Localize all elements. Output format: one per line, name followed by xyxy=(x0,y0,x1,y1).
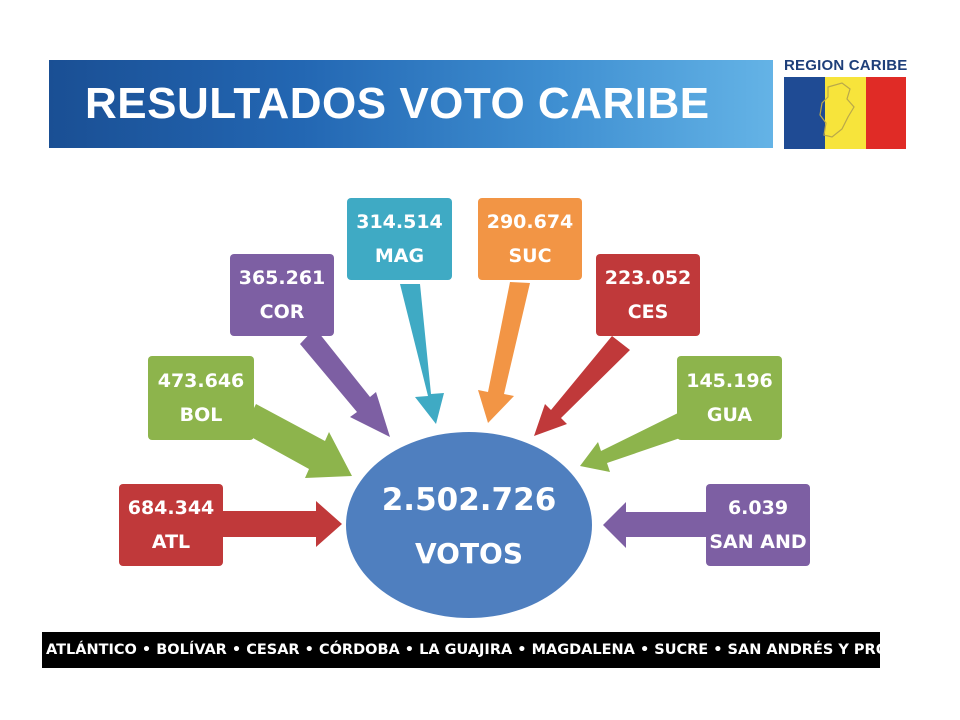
title-banner: RESULTADOS VOTO CARIBE xyxy=(49,60,773,148)
node-mag-label: MAG xyxy=(374,245,425,267)
total-votes-value: 2.502.726 xyxy=(381,482,557,518)
total-votes: 2.502.726 VOTOS xyxy=(346,432,592,618)
arrow-gua xyxy=(580,412,686,472)
node-suc-label: SUC xyxy=(508,245,552,267)
region-caribe-logo: REGION CARIBE xyxy=(778,55,912,151)
logo-text: REGION CARIBE xyxy=(784,57,908,74)
node-cor-value: 365.261 xyxy=(238,267,326,289)
map-outline xyxy=(819,82,855,138)
node-san-value: 6.039 xyxy=(727,497,789,519)
node-cor: 365.261 COR xyxy=(230,254,334,336)
node-suc-value: 290.674 xyxy=(486,211,574,233)
node-mag: 314.514 MAG xyxy=(347,198,452,280)
node-cor-label: COR xyxy=(259,301,305,323)
flag-map-icon xyxy=(784,77,906,149)
node-san-label: SAN AND xyxy=(709,531,807,553)
flag-stripe-red xyxy=(866,77,906,149)
node-atl-label: ATL xyxy=(151,531,191,553)
node-mag-value: 314.514 xyxy=(356,211,443,233)
departments-list: ATLÁNTICO • BOLÍVAR • CESAR • CÓRDOBA • … xyxy=(46,642,960,658)
page-title: RESULTADOS VOTO CARIBE xyxy=(85,79,710,128)
center-ellipse xyxy=(346,432,592,618)
node-gua-label: GUA xyxy=(706,404,753,426)
node-ces: 223.052 CES xyxy=(596,254,700,336)
departments-footer: ATLÁNTICO • BOLÍVAR • CESAR • CÓRDOBA • … xyxy=(42,632,960,668)
arrow-suc xyxy=(478,282,530,423)
node-bol: 473.646 BOL xyxy=(148,356,254,440)
node-atl: 684.344 ATL xyxy=(119,484,223,566)
arrow-ces xyxy=(534,336,630,436)
flag-stripe-blue xyxy=(784,77,825,149)
arrow-san xyxy=(603,502,708,548)
node-ces-label: CES xyxy=(627,301,669,323)
node-ces-value: 223.052 xyxy=(604,267,692,289)
node-bol-label: BOL xyxy=(179,404,223,426)
arrow-mag xyxy=(400,284,444,424)
arrow-atl xyxy=(222,501,342,547)
arrow-cor xyxy=(300,328,390,437)
node-suc: 290.674 SUC xyxy=(478,198,582,280)
node-gua: 145.196 GUA xyxy=(677,356,782,440)
arrow-bol xyxy=(242,404,352,478)
node-san: 6.039 SAN AND xyxy=(706,484,810,566)
total-votes-unit: VOTOS xyxy=(414,537,524,570)
node-atl-value: 684.344 xyxy=(127,497,215,519)
node-bol-value: 473.646 xyxy=(157,370,245,392)
node-gua-value: 145.196 xyxy=(686,370,773,392)
